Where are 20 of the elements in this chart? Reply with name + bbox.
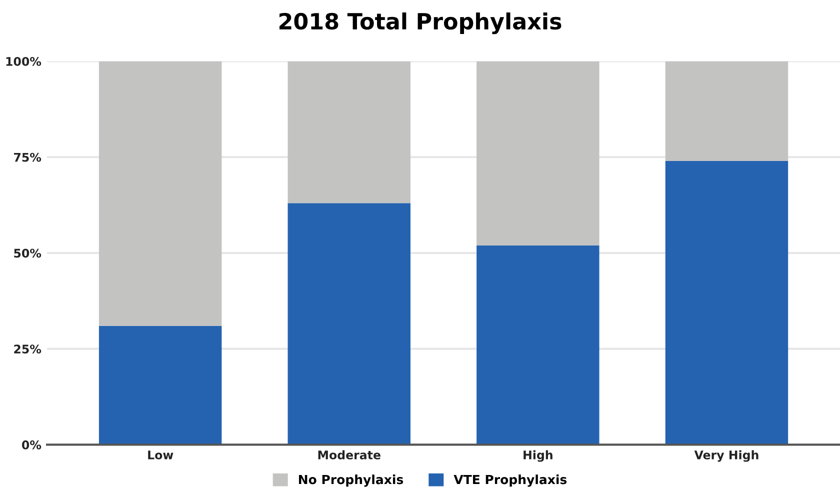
y-tick-label: 50% <box>14 248 42 258</box>
y-tick-label: 75% <box>14 152 42 162</box>
x-tick-label: Very High <box>694 450 758 462</box>
y-tick-label: 25% <box>14 344 42 354</box>
bar <box>476 61 600 246</box>
bar <box>665 160 788 445</box>
x-tick-label: High <box>524 450 552 462</box>
bar <box>288 61 410 204</box>
legend-label: VTE Prophylaxis <box>454 474 567 487</box>
chart-title: 2018 Total Prophylaxis <box>279 12 562 34</box>
bar <box>476 245 600 445</box>
y-tick-label: 0% <box>22 440 42 450</box>
bar <box>98 326 222 445</box>
x-tick-label: Low <box>148 450 174 460</box>
y-tick-label: 100% <box>6 56 42 66</box>
bar <box>288 203 410 445</box>
x-tick-label: Moderate <box>318 450 380 460</box>
legend-label: No Prophylaxis <box>298 474 404 487</box>
bar <box>98 61 222 326</box>
bar <box>665 61 788 161</box>
